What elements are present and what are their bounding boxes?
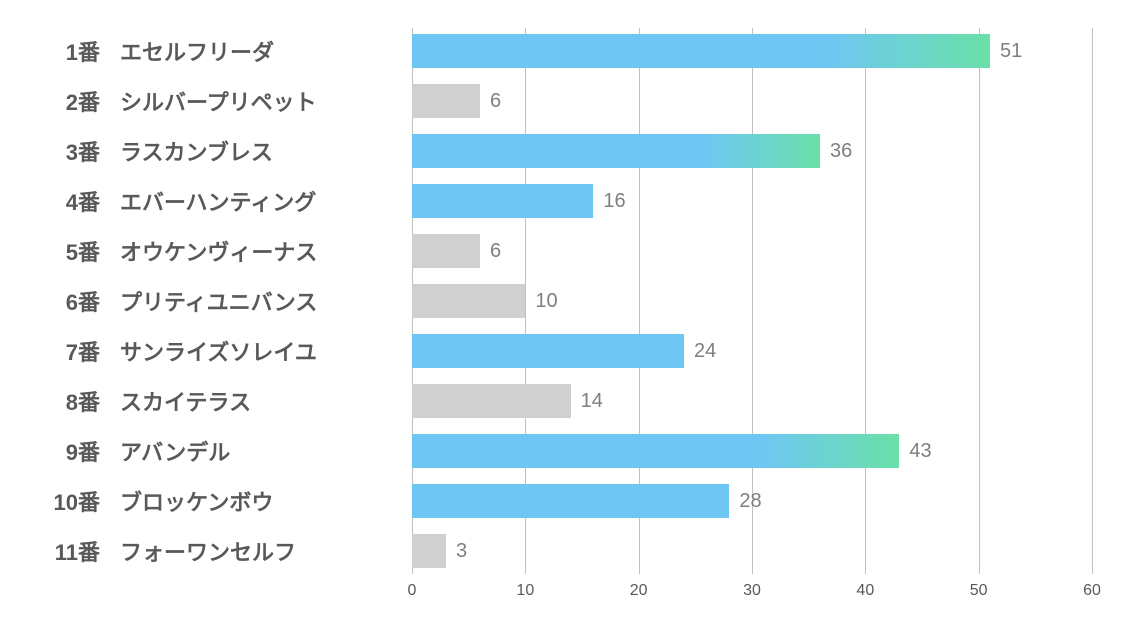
bar: [412, 34, 990, 68]
x-tick-label: 60: [1083, 582, 1101, 600]
bar-row: 14: [412, 384, 603, 418]
category-number: 3番: [18, 135, 100, 167]
bar: [412, 84, 480, 118]
category-number: 8番: [18, 385, 100, 417]
category-label: 6番プリティユニバンス: [0, 284, 412, 318]
bar: [412, 234, 480, 268]
plot-area: 51 6 36 16 6 10 24 14 43 28 3: [412, 28, 1092, 574]
category-number: 11番: [18, 535, 100, 567]
value-label: 36: [830, 140, 852, 163]
category-name: スカイテラス: [120, 385, 251, 417]
value-label: 14: [581, 390, 603, 413]
category-label: 11番フォーワンセルフ: [0, 534, 412, 568]
value-label: 16: [603, 190, 625, 213]
category-name: ラスカンブレス: [120, 135, 273, 167]
category-name: サンライズソレイユ: [120, 335, 317, 367]
category-name: アバンデル: [120, 435, 230, 467]
bar-row: 3: [412, 534, 467, 568]
category-label: 3番ラスカンブレス: [0, 134, 412, 168]
x-tick-label: 20: [630, 582, 648, 600]
category-number: 4番: [18, 185, 100, 217]
bar: [412, 434, 899, 468]
bar: [412, 484, 729, 518]
category-name: プリティユニバンス: [120, 285, 317, 317]
bar-row: 43: [412, 434, 932, 468]
bar-row: 36: [412, 134, 852, 168]
category-name: エセルフリーダ: [120, 35, 274, 67]
bar-row: 16: [412, 184, 626, 218]
gridline: [1092, 28, 1094, 574]
category-number: 6番: [18, 285, 100, 317]
bar: [412, 334, 684, 368]
bar: [412, 534, 446, 568]
bar: [412, 384, 571, 418]
value-label: 3: [456, 540, 467, 563]
bar-row: 10: [412, 284, 558, 318]
bar-row: 24: [412, 334, 716, 368]
category-label: 1番エセルフリーダ: [0, 34, 412, 68]
x-tick-label: 10: [516, 582, 534, 600]
category-name: シルバープリペット: [120, 85, 317, 117]
category-number: 1番: [18, 35, 100, 67]
category-label: 4番エバーハンティング: [0, 184, 412, 218]
gridline: [979, 28, 981, 574]
bar-row: 28: [412, 484, 762, 518]
value-label: 6: [490, 240, 501, 263]
value-label: 10: [535, 290, 557, 313]
bar-row: 51: [412, 34, 1022, 68]
category-name: オウケンヴィーナス: [120, 235, 317, 267]
bar: [412, 284, 525, 318]
x-tick-label: 40: [856, 582, 874, 600]
category-name: フォーワンセルフ: [120, 535, 296, 567]
category-number: 5番: [18, 235, 100, 267]
bar-row: 6: [412, 234, 501, 268]
x-tick-label: 50: [970, 582, 988, 600]
category-number: 7番: [18, 335, 100, 367]
x-tick-label: 30: [743, 582, 761, 600]
category-label: 2番シルバープリペット: [0, 84, 412, 118]
bar: [412, 184, 593, 218]
category-name: ブロッケンボウ: [120, 485, 273, 517]
category-number: 9番: [18, 435, 100, 467]
bar-row: 6: [412, 84, 501, 118]
bar: [412, 134, 820, 168]
category-label: 5番オウケンヴィーナス: [0, 234, 412, 268]
category-number: 2番: [18, 85, 100, 117]
category-label: 8番スカイテラス: [0, 384, 412, 418]
gridline: [865, 28, 867, 574]
value-label: 28: [739, 490, 761, 513]
category-label: 10番ブロッケンボウ: [0, 484, 412, 518]
x-tick-label: 0: [408, 582, 417, 600]
value-label: 43: [909, 440, 931, 463]
category-label: 7番サンライズソレイユ: [0, 334, 412, 368]
category-number: 10番: [18, 485, 100, 517]
value-label: 24: [694, 340, 716, 363]
category-name: エバーハンティング: [120, 185, 316, 217]
bar-chart: 51 6 36 16 6 10 24 14 43 28 3 0 10 20 30 40 50 60 1番エセルフリ…: [0, 0, 1134, 623]
value-label: 51: [1000, 40, 1022, 63]
category-label: 9番アバンデル: [0, 434, 412, 468]
value-label: 6: [490, 90, 501, 113]
